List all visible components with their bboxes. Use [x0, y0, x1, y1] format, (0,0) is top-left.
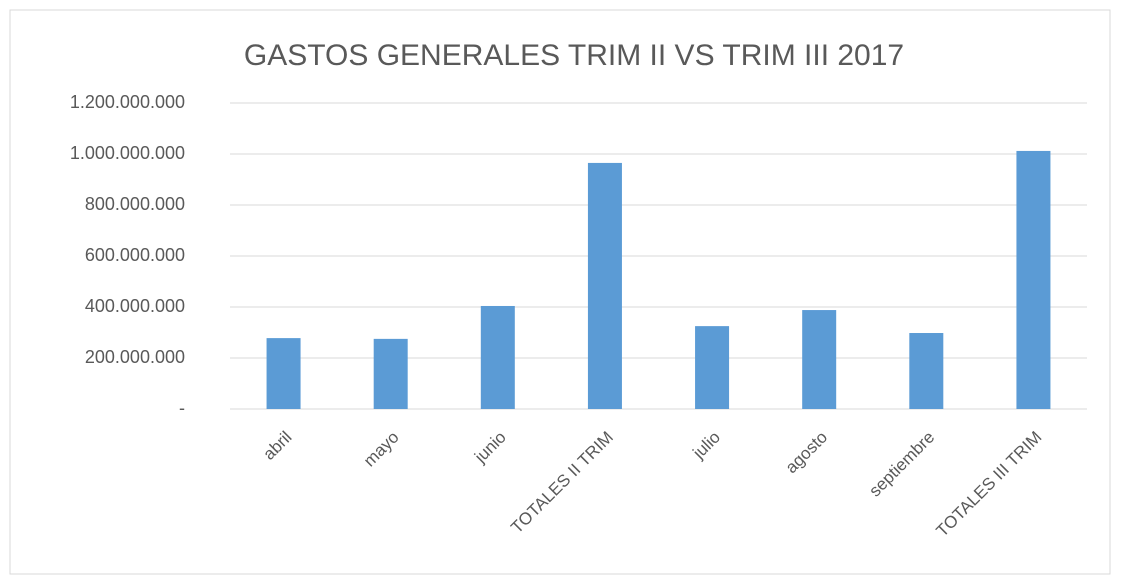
y-tick-label: -: [179, 398, 185, 418]
y-tick-label: 400.000.000: [85, 296, 185, 316]
bar: [480, 305, 515, 409]
bar: [266, 338, 301, 409]
y-tick-label: 1.000.000.000: [70, 143, 185, 163]
bar: [587, 162, 622, 409]
y-tick-label: 200.000.000: [85, 347, 185, 367]
chart-border: [9, 9, 1111, 575]
bar: [909, 333, 944, 409]
y-tick-label: 1.200.000.000: [70, 92, 185, 112]
bar: [802, 310, 837, 409]
bar: [695, 326, 730, 409]
y-tick-label: 800.000.000: [85, 194, 185, 214]
chart-title: GASTOS GENERALES TRIM II VS TRIM III 201…: [244, 39, 904, 72]
bar: [1016, 150, 1051, 409]
bar: [373, 338, 408, 409]
y-tick-label: 600.000.000: [85, 245, 185, 265]
